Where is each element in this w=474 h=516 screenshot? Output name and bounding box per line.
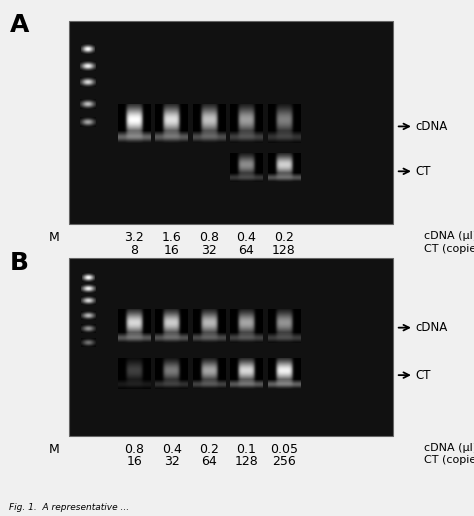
Text: CT (copies): CT (copies)	[424, 244, 474, 253]
Text: 128: 128	[272, 244, 296, 256]
Text: B: B	[9, 251, 28, 276]
Text: 0.1: 0.1	[237, 443, 256, 456]
Text: 64: 64	[201, 455, 217, 468]
Text: cDNA: cDNA	[416, 120, 448, 133]
Text: 32: 32	[164, 455, 180, 468]
Text: 0.4: 0.4	[162, 443, 182, 456]
Text: 0.8: 0.8	[199, 231, 219, 244]
Text: 64: 64	[238, 244, 255, 256]
Text: M: M	[49, 443, 60, 456]
Text: CT: CT	[416, 165, 431, 178]
Text: 256: 256	[272, 455, 296, 468]
Bar	[69, 21, 393, 224]
Text: 1.6: 1.6	[162, 231, 182, 244]
Text: 128: 128	[235, 455, 258, 468]
Bar	[69, 258, 393, 436]
Text: 0.05: 0.05	[270, 443, 298, 456]
Text: 0.2: 0.2	[199, 443, 219, 456]
Text: 8: 8	[130, 244, 138, 256]
Text: CT (copies ×10³): CT (copies ×10³)	[424, 455, 474, 465]
Text: A: A	[9, 13, 29, 37]
Text: Fig. 1.  A representative ...: Fig. 1. A representative ...	[9, 503, 129, 512]
Text: M: M	[49, 231, 60, 244]
Text: CT: CT	[416, 368, 431, 382]
Text: 0.8: 0.8	[124, 443, 144, 456]
Text: 3.2: 3.2	[124, 231, 144, 244]
Text: 16: 16	[164, 244, 180, 256]
Text: 0.4: 0.4	[237, 231, 256, 244]
Text: cDNA (µl): cDNA (µl)	[424, 443, 474, 453]
Text: cDNA: cDNA	[416, 321, 448, 334]
Text: 32: 32	[201, 244, 217, 256]
Text: cDNA (µl): cDNA (µl)	[424, 231, 474, 241]
Text: 0.2: 0.2	[274, 231, 294, 244]
Text: 16: 16	[126, 455, 142, 468]
